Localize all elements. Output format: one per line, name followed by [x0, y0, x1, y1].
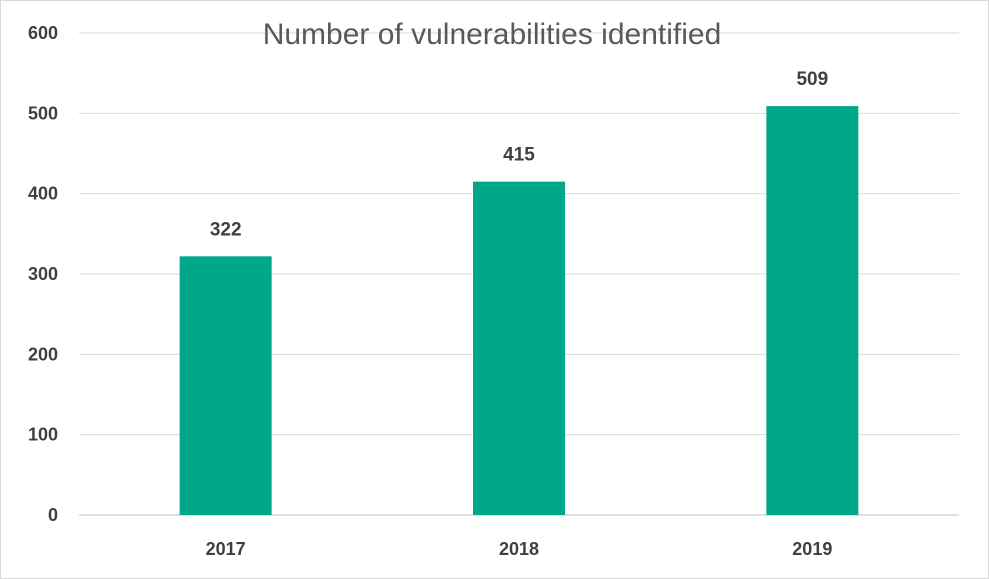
y-tick-label: 400	[28, 184, 58, 204]
data-label-2017: 322	[210, 219, 242, 240]
y-tick-label: 100	[28, 425, 58, 445]
y-tick-label: 200	[28, 344, 58, 364]
x-tick-label-2019: 2019	[792, 539, 832, 559]
x-tick-label-2017: 2017	[206, 539, 246, 559]
y-tick-label: 500	[28, 103, 58, 123]
bar-2019	[766, 106, 859, 515]
bars	[179, 106, 859, 515]
bar-2017	[179, 256, 272, 515]
y-tick-label: 0	[48, 505, 58, 525]
x-tick-label-2018: 2018	[499, 539, 539, 559]
data-labels: 322 415 509	[210, 69, 828, 240]
y-tick-label: 600	[28, 23, 58, 43]
y-tick-label: 300	[28, 264, 58, 284]
y-axis-ticks: 0 100 200 300 400 500 600	[28, 23, 58, 525]
x-axis-ticks: 2017 2018 2019	[206, 539, 833, 559]
chart-title: Number of vulnerabilities identified	[263, 18, 722, 51]
data-label-2019: 509	[796, 69, 828, 90]
bar-2018	[473, 181, 565, 515]
data-label-2018: 415	[503, 145, 535, 166]
